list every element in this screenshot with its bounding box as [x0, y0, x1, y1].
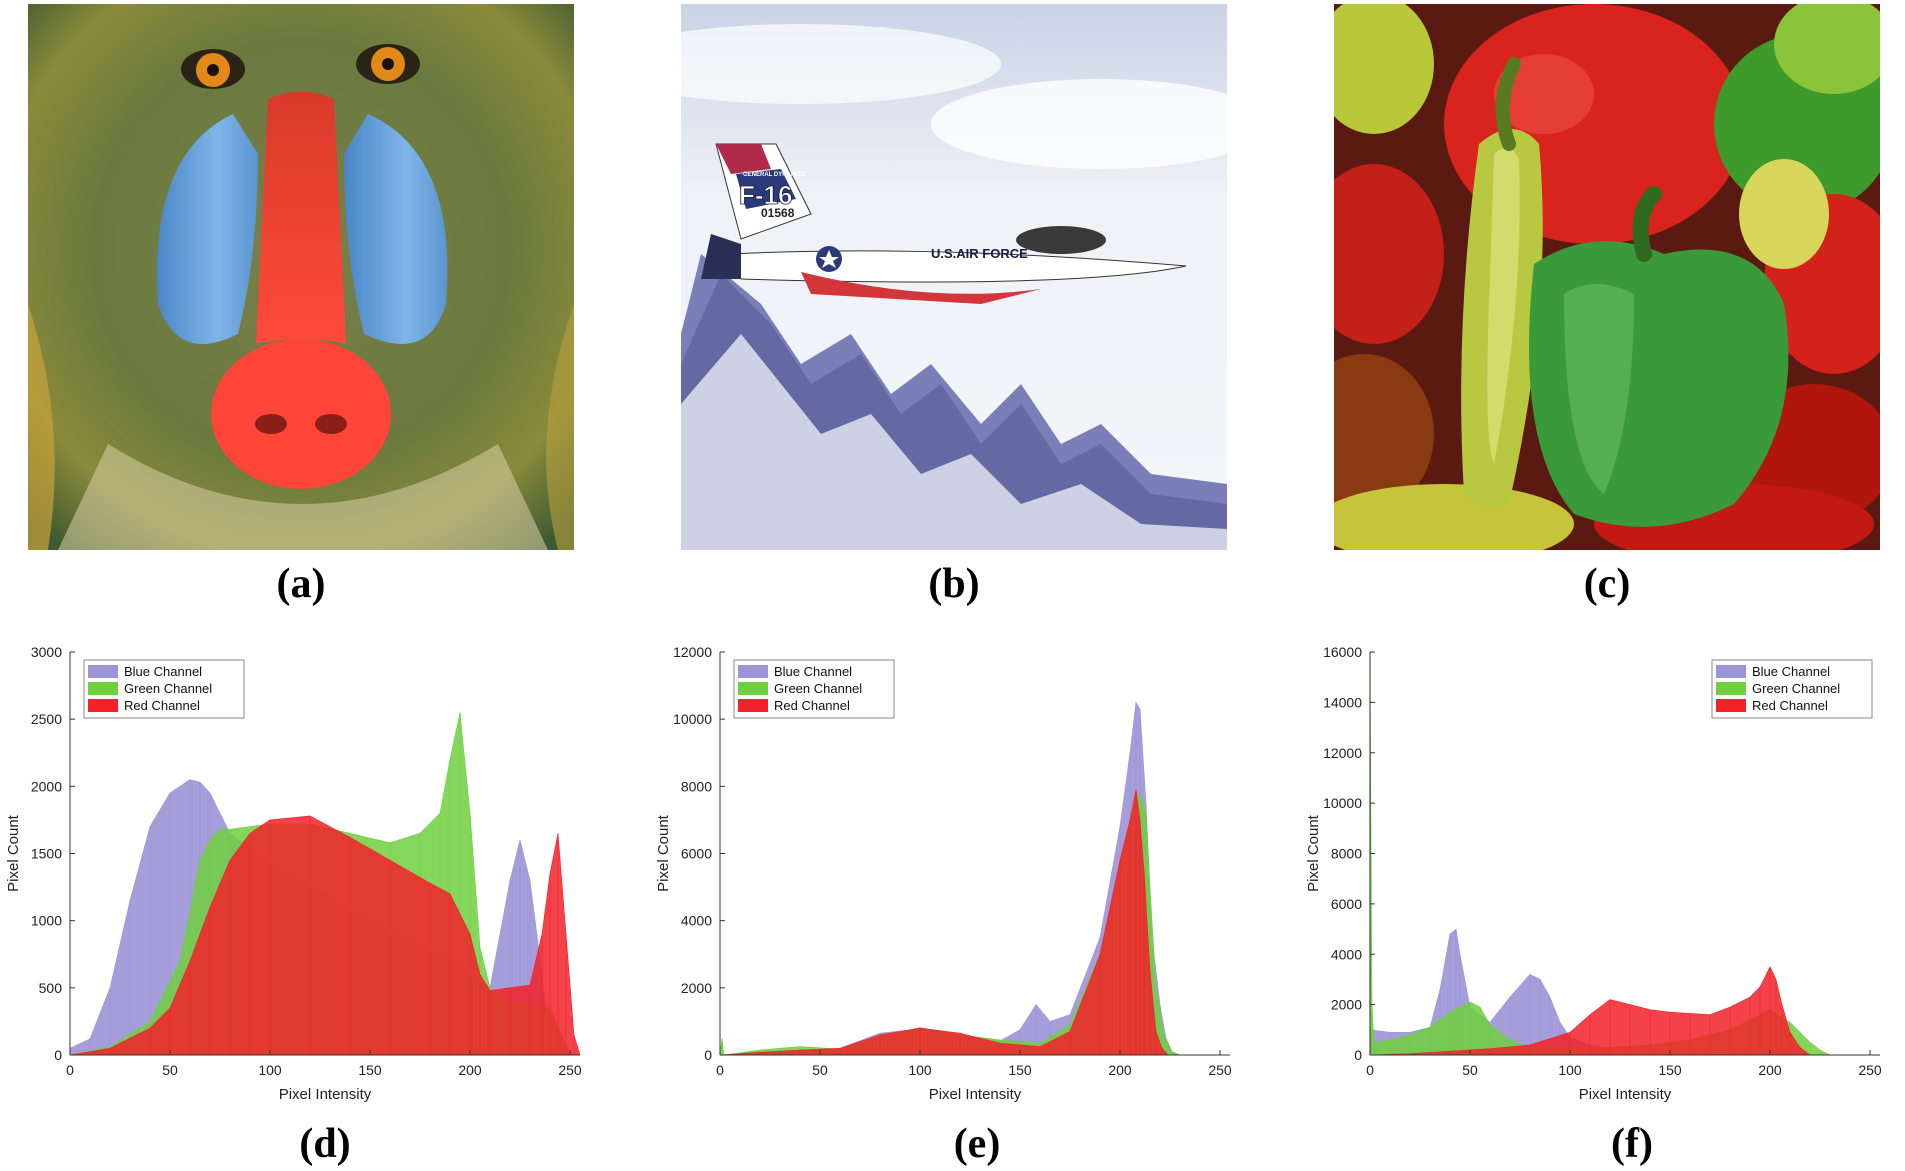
legend-label-blue-channel: Blue Channel [1752, 664, 1830, 679]
mandrill-photo [28, 4, 574, 550]
series-red-channel [1369, 966, 1811, 1056]
caption-b: (b) [928, 561, 980, 607]
legend-swatch-green-channel [738, 682, 768, 695]
caption-e: (e) [953, 1121, 1001, 1167]
legend-swatch-blue-channel [738, 665, 768, 678]
y-tick-label: 3000 [31, 644, 62, 660]
y-tick-label: 1000 [31, 913, 62, 929]
legend-swatch-red-channel [738, 699, 768, 712]
legend: Blue Channel Green Channel Red Channel [1711, 659, 1873, 719]
legend-swatch-red-channel [1716, 699, 1746, 712]
x-tick-label: 0 [1366, 1062, 1374, 1078]
x-axis-label: Pixel Intensity [279, 1086, 372, 1103]
y-tick-label: 6000 [1331, 896, 1362, 912]
x-tick-label: 100 [908, 1062, 932, 1078]
y-tick-label: 2000 [1331, 997, 1362, 1013]
x-tick-label: 0 [66, 1062, 74, 1078]
x-tick-label: 200 [1758, 1062, 1782, 1078]
legend-swatch-green-channel [1716, 682, 1746, 695]
histogram-chart-f: 0 50 100 150 200 250 0 2000 4000 6000 8000 10000 120… [1300, 640, 1900, 1110]
x-tick-label: 250 [1208, 1062, 1232, 1078]
y-tick-label: 8000 [1331, 846, 1362, 862]
legend: Blue Channel Green Channel Red Channel [733, 659, 895, 719]
y-tick-label: 500 [39, 980, 63, 996]
area-red-channel [69, 815, 581, 1056]
x-tick-label: 50 [1462, 1062, 1478, 1078]
caption-c: (c) [1583, 561, 1631, 607]
area-red-channel [1369, 966, 1811, 1056]
y-tick-label: 0 [54, 1047, 62, 1063]
x-tick-label: 0 [716, 1062, 724, 1078]
x-tick-label: 200 [1108, 1062, 1132, 1078]
y-tick-label: 0 [704, 1047, 712, 1063]
caption-d: (d) [299, 1121, 351, 1167]
x-tick-label: 100 [258, 1062, 282, 1078]
x-tick-label: 50 [812, 1062, 828, 1078]
legend-label-red-channel: Red Channel [124, 698, 200, 713]
legend-swatch-blue-channel [88, 665, 118, 678]
x-tick-label: 50 [162, 1062, 178, 1078]
legend-label-red-channel: Red Channel [1752, 698, 1828, 713]
y-tick-label: 12000 [673, 644, 712, 660]
y-tick-label: 12000 [1323, 745, 1362, 761]
peppers-photo [1334, 4, 1880, 550]
legend-label-green-channel: Green Channel [774, 681, 862, 696]
y-tick-label: 4000 [1331, 946, 1362, 962]
caption-f: (f) [1611, 1121, 1653, 1167]
x-axis-label: Pixel Intensity [1579, 1086, 1672, 1103]
y-axis-label: Pixel Count [655, 814, 672, 892]
x-tick-label: 150 [1008, 1062, 1032, 1078]
jet-fuselage-text: U.S.AIR FORCE [931, 246, 1028, 261]
x-tick-label: 150 [358, 1062, 382, 1078]
x-tick-label: 250 [558, 1062, 582, 1078]
legend-swatch-green-channel [88, 682, 118, 695]
y-axis-label: Pixel Count [5, 814, 22, 892]
x-tick-label: 200 [458, 1062, 482, 1078]
legend: Blue Channel Green Channel Red Channel [83, 659, 245, 719]
x-tick-label: 250 [1858, 1062, 1882, 1078]
x-tick-label: 150 [1658, 1062, 1682, 1078]
jet-tail-text: F-16 [739, 180, 792, 210]
y-tick-label: 2500 [31, 711, 62, 727]
histogram-chart-d: 0 50 100 150 200 250 0 500 1000 1500 2000 2500 3000 P… [0, 640, 600, 1110]
x-axis-label: Pixel Intensity [929, 1086, 1022, 1103]
y-tick-label: 2000 [681, 980, 712, 996]
y-tick-label: 14000 [1323, 694, 1362, 710]
legend-label-blue-channel: Blue Channel [774, 664, 852, 679]
jet-serial-text: 01568 [761, 206, 795, 220]
series-red-channel [719, 789, 1169, 1056]
y-axis-label: Pixel Count [1305, 814, 1322, 892]
legend-swatch-red-channel [88, 699, 118, 712]
y-tick-label: 6000 [681, 846, 712, 862]
legend-label-green-channel: Green Channel [124, 681, 212, 696]
y-tick-label: 0 [1354, 1047, 1362, 1063]
jet-photo: 01568 F-16 GENERAL DYNAMICS U.S.AIR FORC… [681, 4, 1227, 550]
legend-swatch-blue-channel [1716, 665, 1746, 678]
y-tick-label: 10000 [673, 711, 712, 727]
y-tick-label: 4000 [681, 913, 712, 929]
y-tick-label: 1500 [31, 846, 62, 862]
x-tick-label: 100 [1558, 1062, 1582, 1078]
area-red-channel [719, 789, 1169, 1056]
series-red-channel [69, 815, 581, 1056]
y-tick-label: 10000 [1323, 795, 1362, 811]
y-tick-label: 2000 [31, 778, 62, 794]
y-tick-label: 8000 [681, 778, 712, 794]
legend-label-red-channel: Red Channel [774, 698, 850, 713]
histogram-chart-e: 0 50 100 150 200 250 0 2000 4000 6000 8000 10000 120… [650, 640, 1250, 1110]
legend-label-blue-channel: Blue Channel [124, 664, 202, 679]
jet-maker-text: GENERAL DYNAMICS [743, 172, 806, 178]
y-tick-label: 16000 [1323, 644, 1362, 660]
legend-label-green-channel: Green Channel [1752, 681, 1840, 696]
caption-a: (a) [276, 561, 326, 607]
